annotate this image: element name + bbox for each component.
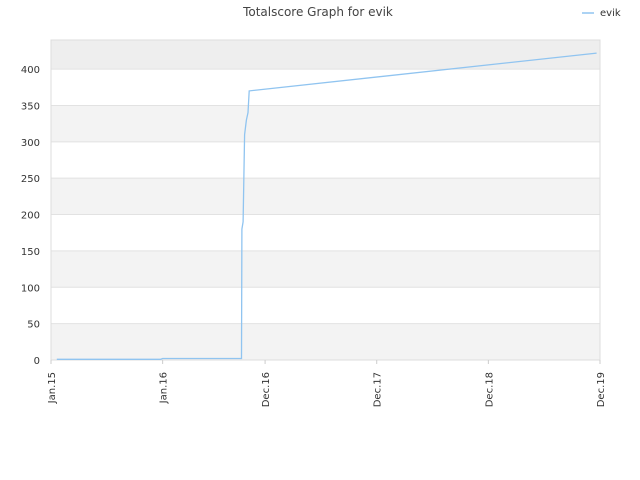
plot-bands [51,40,600,360]
y-tick-label: 150 [21,247,40,258]
plot-band [51,178,600,215]
legend-label[interactable]: evik [600,8,621,19]
plot-border [50,39,601,361]
plot-band [51,69,600,106]
y-axis: 0 50 100 150 200 250 300 350 400 [21,65,40,367]
legend[interactable]: evik [582,8,621,19]
y-tick-label: 300 [21,138,40,149]
plot-band [51,105,600,142]
y-tick-label: 100 [21,283,40,294]
x-tick-label: Jan.15 [47,372,58,404]
x-tick-label: Dec.19 [596,372,607,407]
x-tick-label: Dec.18 [484,372,495,407]
x-tick-label: Dec.16 [261,372,272,407]
y-tick-label: 400 [21,65,40,76]
plot-band [51,214,600,251]
series-line-evik [56,52,597,360]
plot-band [51,287,600,324]
plot-band [51,250,600,288]
plot-band [51,40,600,70]
plot-band [51,323,600,360]
y-tick-label: 50 [27,320,40,331]
y-tick-label: 200 [21,211,40,222]
y-tick-label: 350 [21,101,40,112]
x-tick-label: Dec.17 [373,372,384,407]
y-tick-label: 0 [34,356,40,367]
plot-band [51,141,600,179]
y-tick-label: 250 [21,174,40,185]
chart-title: Totalscore Graph for evik [242,5,393,19]
x-tick-label: Jan.16 [159,372,170,404]
x-axis: Jan.15 Jan.16 Dec.16 Dec.17 Dec.18 Dec.19 [47,360,607,407]
grid-lines [51,68,600,361]
series-lines [56,52,597,360]
